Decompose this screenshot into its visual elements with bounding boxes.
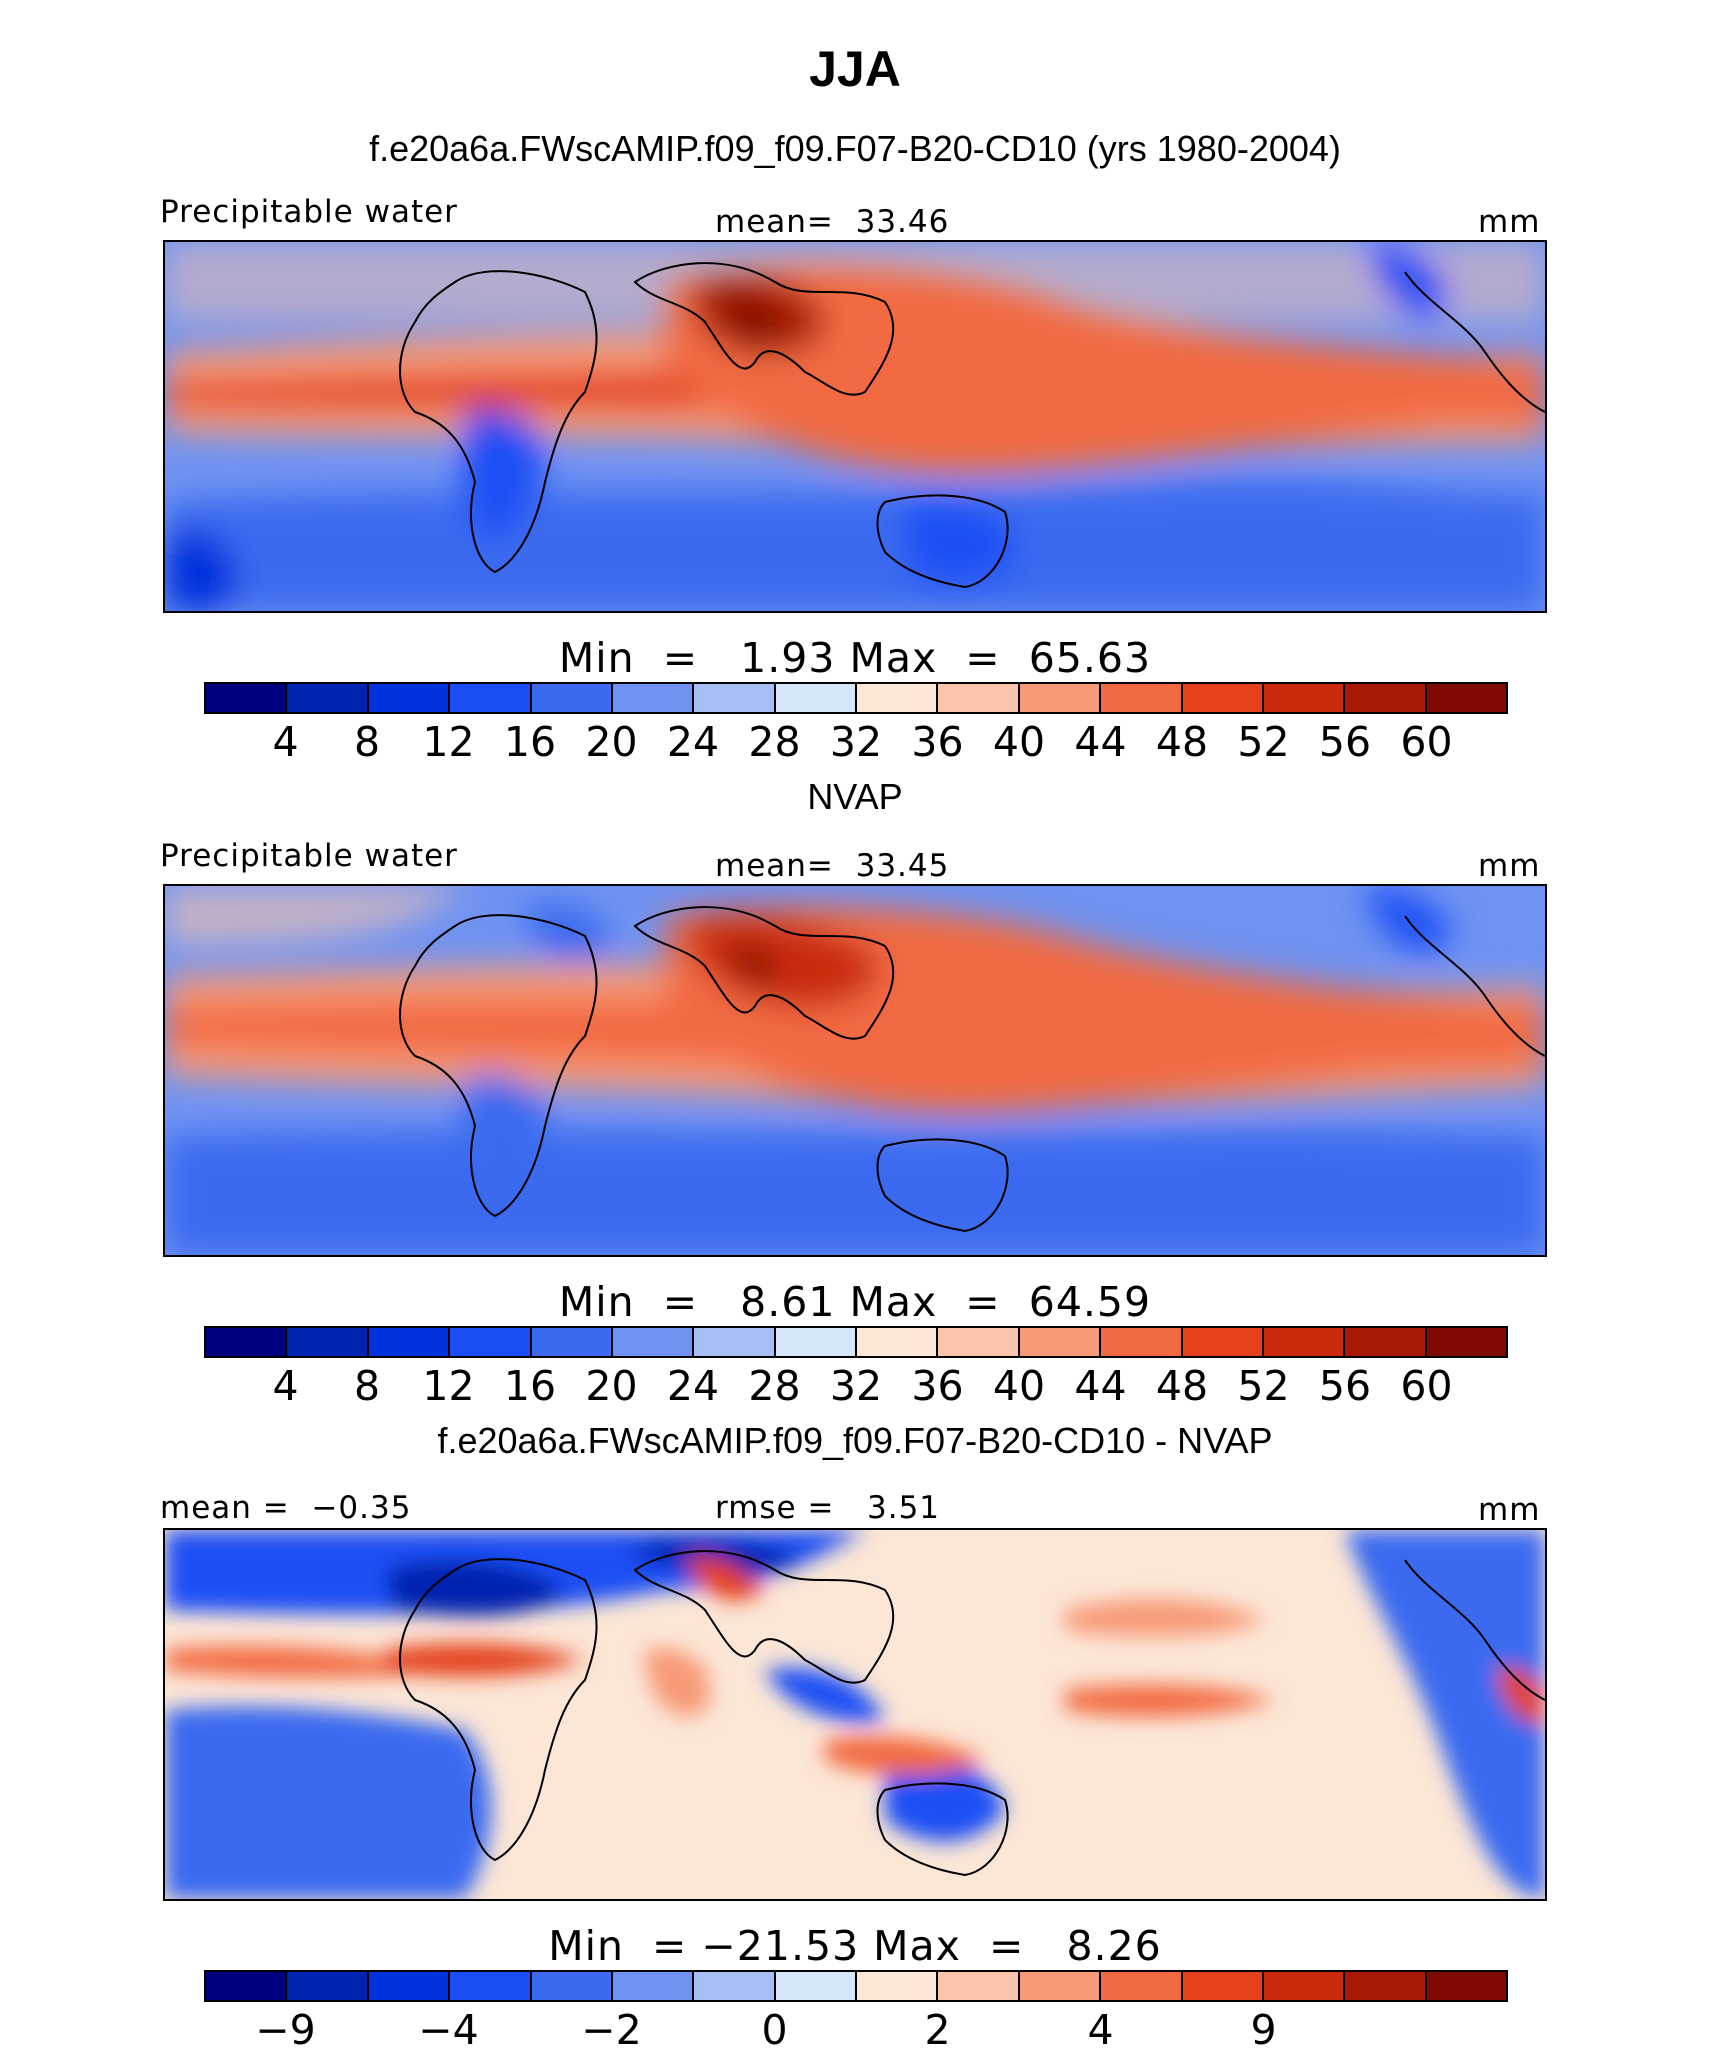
panel-3-colorbar xyxy=(204,1970,1508,2002)
panel-3-map xyxy=(163,1528,1547,1901)
colorbar-tick-label: 56 xyxy=(1318,718,1372,766)
colorbar-tick-label: −9 xyxy=(255,2006,316,2054)
panel-1-colorbar xyxy=(204,682,1508,714)
panel-3-minmax: Min = −21.53 Max = 8.26 xyxy=(548,1922,1162,1970)
colorbar-tick-label: 4 xyxy=(272,1362,299,1410)
colorbar-tick-label: 2 xyxy=(924,2006,951,2054)
panel-2-minmax: Min = 8.61 Max = 64.59 xyxy=(558,1278,1152,1326)
colorbar-tick-label: 4 xyxy=(272,718,299,766)
colorbar-tick-label: −2 xyxy=(581,2006,642,2054)
panel-2-mean-label: mean= 33.45 xyxy=(715,848,950,884)
colorbar-tick-label: 52 xyxy=(1237,1362,1290,1410)
panel-3-title: f.e20a6a.FWscAMIP.f09_f09.F07-B20-CD10 -… xyxy=(437,1420,1273,1461)
colorbar-tick-label: 36 xyxy=(911,1362,964,1410)
colorbar-tick-label: 40 xyxy=(992,1362,1046,1410)
colorbar-tick-label: 16 xyxy=(503,718,557,766)
colorbar-tick-label: 52 xyxy=(1237,718,1290,766)
colorbar-tick-label: 24 xyxy=(666,718,720,766)
panel-1-variable-label: Precipitable water xyxy=(160,194,458,230)
colorbar-tick-label: 32 xyxy=(829,1362,883,1410)
colorbar-tick-label: 28 xyxy=(748,718,801,766)
panel-3-mean-label: mean = −0.35 xyxy=(160,1490,412,1526)
panel-3-units: mm xyxy=(1478,1492,1541,1528)
panel-2-map xyxy=(163,884,1547,1257)
colorbar-tick-label: 28 xyxy=(748,1362,801,1410)
colorbar-tick-label: 60 xyxy=(1400,1362,1453,1410)
colorbar-tick-label: 60 xyxy=(1400,718,1453,766)
colorbar-tick-label: 8 xyxy=(353,718,381,766)
main-title: JJA xyxy=(809,41,901,97)
colorbar-tick-label: 9 xyxy=(1250,2006,1277,2054)
colorbar-tick-label: 24 xyxy=(666,1362,720,1410)
panel-2-title: NVAP xyxy=(807,776,903,817)
colorbar-tick-label: 12 xyxy=(422,1362,475,1410)
colorbar-tick-label: 8 xyxy=(353,1362,381,1410)
panel-3-rmse-label: rmse = 3.51 xyxy=(715,1490,941,1526)
colorbar-tick-label: 32 xyxy=(829,718,883,766)
colorbar-tick-label: 4 xyxy=(1087,2006,1114,2054)
panel-1-units: mm xyxy=(1478,204,1541,240)
panel-1-title: f.e20a6a.FWscAMIP.f09_f09.F07-B20-CD10 (… xyxy=(369,128,1341,169)
colorbar-tick-label: 48 xyxy=(1155,718,1209,766)
colorbar-tick-label: 48 xyxy=(1155,1362,1209,1410)
colorbar-tick-label: 0 xyxy=(761,2006,788,2054)
panel-2-variable-label: Precipitable water xyxy=(160,838,458,874)
panel-2-units: mm xyxy=(1478,848,1541,884)
colorbar-tick-label: 36 xyxy=(911,718,964,766)
colorbar-tick-label: 40 xyxy=(992,718,1046,766)
colorbar-tick-label: 56 xyxy=(1318,1362,1372,1410)
colorbar-tick-label: 44 xyxy=(1074,1362,1127,1410)
colorbar-tick-label: 12 xyxy=(422,718,475,766)
colorbar-tick-label: 20 xyxy=(585,1362,638,1410)
panel-1-minmax: Min = 1.93 Max = 65.63 xyxy=(558,634,1152,682)
colorbar-tick-label: 44 xyxy=(1074,718,1127,766)
colorbar-tick-label: −4 xyxy=(418,2006,479,2054)
panel-2-colorbar xyxy=(204,1326,1508,1358)
panel-1-map xyxy=(163,240,1547,613)
panel-1-mean-label: mean= 33.46 xyxy=(715,204,950,240)
colorbar-tick-label: 20 xyxy=(585,718,638,766)
colorbar-tick-label: 16 xyxy=(503,1362,557,1410)
